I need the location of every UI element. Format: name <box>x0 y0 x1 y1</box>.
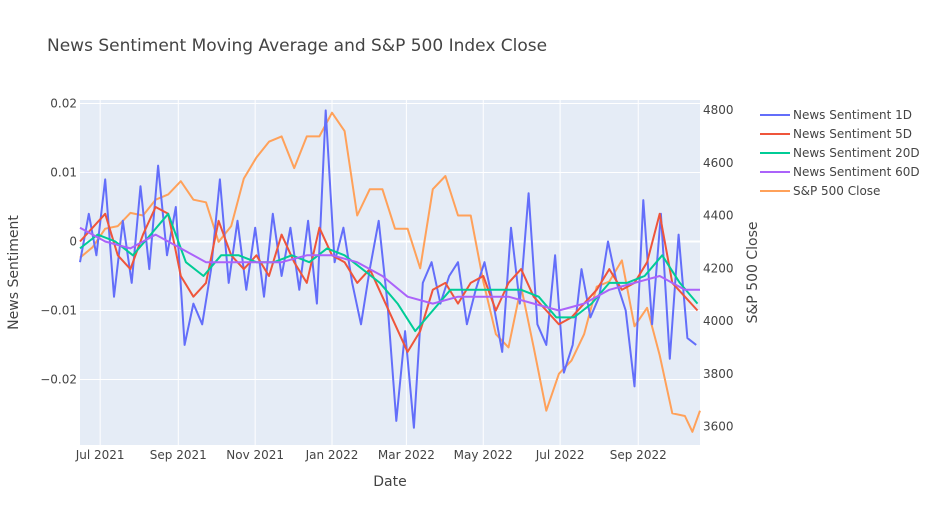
y2-tick-label: 4600 <box>703 156 734 170</box>
y2-tick-label: 4800 <box>703 103 734 117</box>
series-line-1 <box>79 206 699 353</box>
x-tick-label: Jul 2021 <box>75 448 125 462</box>
grid-lines <box>80 100 700 445</box>
y-tick-label: 0 <box>69 234 77 248</box>
y2-tick-label: 3800 <box>703 367 734 381</box>
series-line-4 <box>79 111 701 433</box>
y-axis-title: News Sentiment <box>6 215 22 330</box>
legend[interactable]: News Sentiment 1D News Sentiment 5D News S… <box>760 108 920 198</box>
series-layer <box>79 109 701 433</box>
series-line-2 <box>79 212 699 333</box>
y-axis-ticks: 0.02 0.01 0 −0.01 −0.02 <box>40 96 77 386</box>
y2-axis-title: S&P 500 Close <box>745 221 761 323</box>
y-tick-label: −0.01 <box>40 303 77 317</box>
y2-tick-label: 4000 <box>703 314 734 328</box>
x-tick-label: Sep 2022 <box>610 448 667 462</box>
y-tick-label: −0.02 <box>40 372 77 386</box>
legend-item[interactable]: S&P 500 Close <box>760 184 880 198</box>
y-tick-label: 0.02 <box>50 96 77 110</box>
y2-tick-label: 4200 <box>703 261 734 275</box>
series-line-3 <box>79 226 700 312</box>
legend-label: S&P 500 Close <box>793 184 880 198</box>
series-line-0 <box>79 109 697 429</box>
plot-area <box>80 100 700 445</box>
legend-item[interactable]: News Sentiment 5D <box>760 127 912 141</box>
legend-label: News Sentiment 60D <box>793 165 920 179</box>
y-tick-label: 0.01 <box>50 165 77 179</box>
y2-tick-label: 3600 <box>703 420 734 434</box>
legend-item[interactable]: News Sentiment 20D <box>760 146 920 160</box>
legend-item[interactable]: News Sentiment 1D <box>760 108 912 122</box>
y2-tick-label: 4400 <box>703 209 734 223</box>
legend-label: News Sentiment 1D <box>793 108 912 122</box>
legend-item[interactable]: News Sentiment 60D <box>760 165 920 179</box>
x-tick-label: Jul 2022 <box>535 448 585 462</box>
x-tick-label: Mar 2022 <box>378 448 435 462</box>
x-axis-title: Date <box>373 474 406 490</box>
chart-title: News Sentiment Moving Average and S&P 50… <box>47 36 547 56</box>
x-tick-label: Sep 2021 <box>150 448 207 462</box>
x-axis-ticks: Jul 2021 Sep 2021 Nov 2021 Jan 2022 Mar 2022… <box>75 448 667 462</box>
x-tick-label: May 2022 <box>454 448 513 462</box>
x-tick-label: Jan 2022 <box>305 448 359 462</box>
legend-label: News Sentiment 20D <box>793 146 920 160</box>
x-tick-label: Nov 2021 <box>226 448 284 462</box>
y2-axis-ticks: 3600 3800 4000 4200 4400 4600 4800 <box>703 103 734 434</box>
legend-label: News Sentiment 5D <box>793 127 912 141</box>
